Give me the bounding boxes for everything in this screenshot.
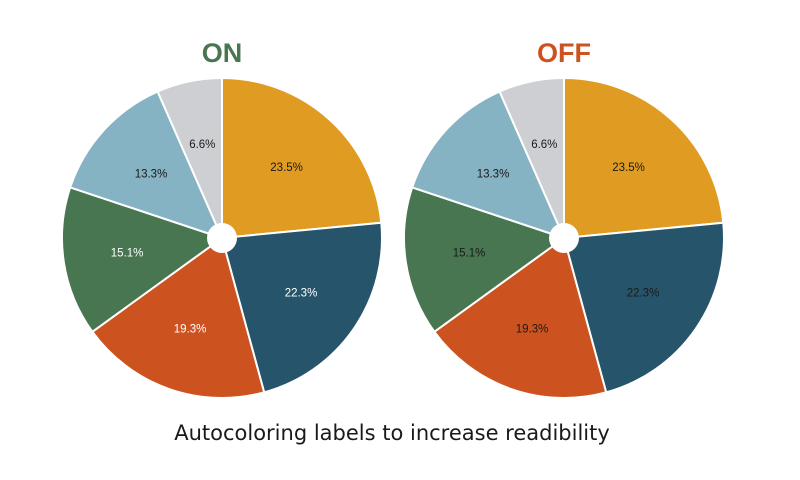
pie-center-hole-off bbox=[549, 223, 579, 253]
pie-slices-on bbox=[61, 76, 383, 399]
pie-slice-label-off-4: 15.1% bbox=[453, 248, 486, 260]
pie-slice-label-on-4: 15.1% bbox=[111, 248, 144, 260]
pie-slice-on-4 bbox=[61, 186, 225, 334]
pie-slice-label-on-6: 6.6% bbox=[189, 139, 215, 151]
pie-slice-off-5 bbox=[410, 90, 566, 240]
chart-title-off: OFF bbox=[537, 38, 591, 68]
pie-slice-label-off-2: 22.3% bbox=[627, 288, 660, 300]
pie-slice-off-3 bbox=[432, 236, 608, 399]
pie-labels-on: 23.5% 22.3% 19.3% 15.1% 13.3% 6.6% bbox=[111, 139, 318, 335]
pie-slice-label-off-6: 6.6% bbox=[531, 139, 557, 151]
pie-chart-off: OFF 23.5% 22.3% 19.3% 15.1% 13.3% 6.6% bbox=[403, 38, 725, 399]
pie-slice-off-1 bbox=[563, 76, 725, 240]
pie-slice-label-off-5: 13.3% bbox=[477, 168, 510, 180]
pie-slice-label-on-2: 22.3% bbox=[285, 288, 318, 300]
pie-slice-label-on-1: 23.5% bbox=[270, 162, 303, 174]
pie-slice-on-5 bbox=[68, 90, 224, 240]
pie-slices-off bbox=[403, 76, 725, 399]
chart-title-on: ON bbox=[202, 38, 243, 68]
pie-slice-on-2 bbox=[220, 221, 383, 394]
pie-slice-on-6 bbox=[156, 76, 223, 239]
pie-slice-off-4 bbox=[403, 186, 567, 334]
figure-caption: Autocoloring labels to increase readibil… bbox=[174, 421, 610, 445]
pie-slice-label-on-3: 19.3% bbox=[174, 324, 207, 336]
pie-slice-on-3 bbox=[90, 236, 266, 399]
pie-slice-label-off-1: 23.5% bbox=[612, 162, 645, 174]
pie-chart-on: ON 23.5% 22.3% 19.3% 15.1% 13.3% 6.6% bbox=[61, 38, 383, 399]
pie-center-hole-on bbox=[207, 223, 237, 253]
pie-slice-label-off-3: 19.3% bbox=[516, 324, 549, 336]
pie-slice-label-on-5: 13.3% bbox=[135, 168, 168, 180]
pie-slice-on-1 bbox=[221, 76, 383, 240]
pie-labels-off: 23.5% 22.3% 19.3% 15.1% 13.3% 6.6% bbox=[453, 139, 660, 335]
pie-slice-off-6 bbox=[498, 76, 565, 239]
pie-slice-off-2 bbox=[562, 221, 725, 394]
